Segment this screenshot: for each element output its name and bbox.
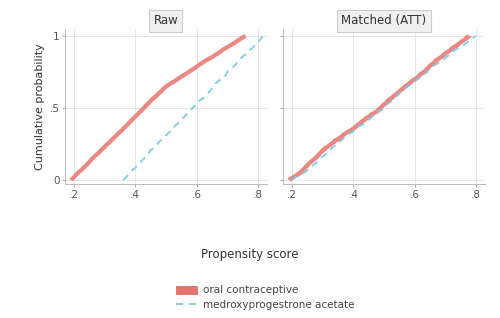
Title: Matched (ATT): Matched (ATT) <box>342 14 426 27</box>
Legend: oral contraceptive, medroxyprogestrone acetate: oral contraceptive, medroxyprogestrone a… <box>176 286 354 310</box>
Title: Raw: Raw <box>154 14 178 27</box>
Text: Propensity score: Propensity score <box>201 248 299 261</box>
Y-axis label: Cumulative probability: Cumulative probability <box>36 43 46 170</box>
